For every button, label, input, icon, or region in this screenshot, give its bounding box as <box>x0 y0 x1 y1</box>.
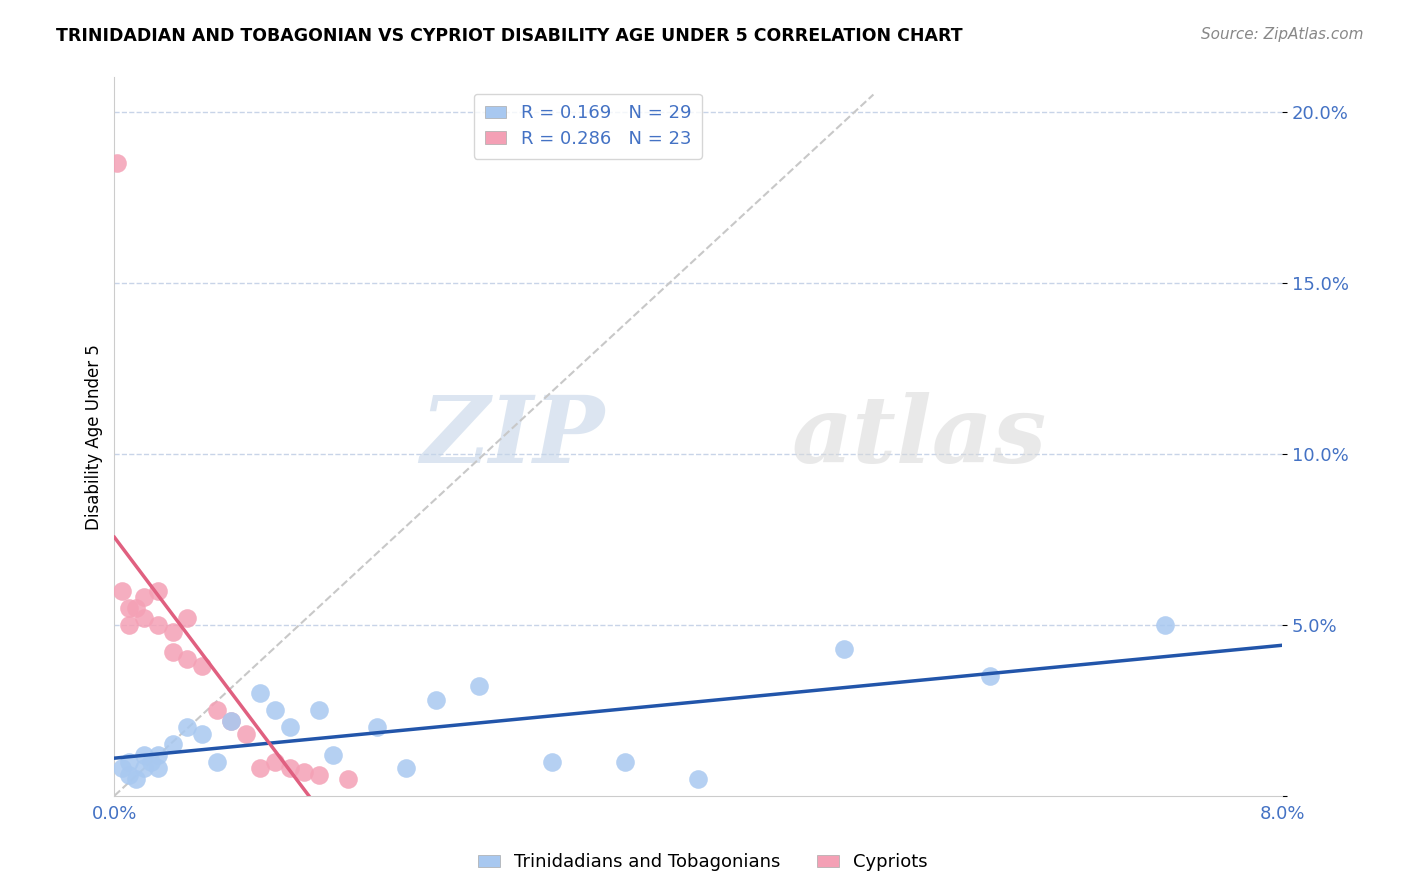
Point <box>125 600 148 615</box>
Point <box>111 583 134 598</box>
Point <box>148 583 170 598</box>
Point <box>139 755 162 769</box>
Point <box>148 617 170 632</box>
Point <box>148 747 170 762</box>
Point <box>111 761 134 775</box>
Point <box>395 761 418 775</box>
Point <box>132 591 155 605</box>
Point <box>132 611 155 625</box>
Point <box>118 617 141 632</box>
Point <box>219 714 242 728</box>
Point <box>541 755 564 769</box>
Point <box>1154 617 1177 632</box>
Point <box>688 772 710 786</box>
Point <box>118 755 141 769</box>
Point <box>118 600 141 615</box>
Point <box>425 693 447 707</box>
Y-axis label: Disability Age Under 5: Disability Age Under 5 <box>86 343 103 530</box>
Point <box>162 624 184 639</box>
Point <box>614 755 637 769</box>
Point <box>366 720 388 734</box>
Point <box>148 761 170 775</box>
Text: ZIP: ZIP <box>420 392 605 482</box>
Point <box>832 641 855 656</box>
Text: TRINIDADIAN AND TOBAGONIAN VS CYPRIOT DISABILITY AGE UNDER 5 CORRELATION CHART: TRINIDADIAN AND TOBAGONIAN VS CYPRIOT DI… <box>56 27 963 45</box>
Point <box>205 703 228 717</box>
Point <box>308 768 330 782</box>
Point <box>118 768 141 782</box>
Point <box>176 652 198 666</box>
Point <box>132 761 155 775</box>
Point <box>322 747 344 762</box>
Point <box>132 747 155 762</box>
Point <box>264 755 287 769</box>
Point <box>125 772 148 786</box>
Point <box>191 658 214 673</box>
Point <box>219 714 242 728</box>
Point <box>249 761 271 775</box>
Point <box>278 761 301 775</box>
Point <box>105 156 128 170</box>
Point <box>264 703 287 717</box>
Point <box>162 738 184 752</box>
Point <box>468 679 491 693</box>
Text: Source: ZipAtlas.com: Source: ZipAtlas.com <box>1201 27 1364 42</box>
Point <box>235 727 257 741</box>
Point <box>278 720 301 734</box>
Point <box>176 611 198 625</box>
Legend: R = 0.169   N = 29, R = 0.286   N = 23: R = 0.169 N = 29, R = 0.286 N = 23 <box>474 94 702 159</box>
Text: atlas: atlas <box>792 392 1047 482</box>
Point <box>162 645 184 659</box>
Point <box>979 669 1001 683</box>
Point <box>249 686 271 700</box>
Legend: Trinidadians and Tobagonians, Cypriots: Trinidadians and Tobagonians, Cypriots <box>471 847 935 879</box>
Point <box>336 772 359 786</box>
Point <box>176 720 198 734</box>
Point <box>205 755 228 769</box>
Point <box>308 703 330 717</box>
Point <box>292 764 315 779</box>
Point <box>191 727 214 741</box>
